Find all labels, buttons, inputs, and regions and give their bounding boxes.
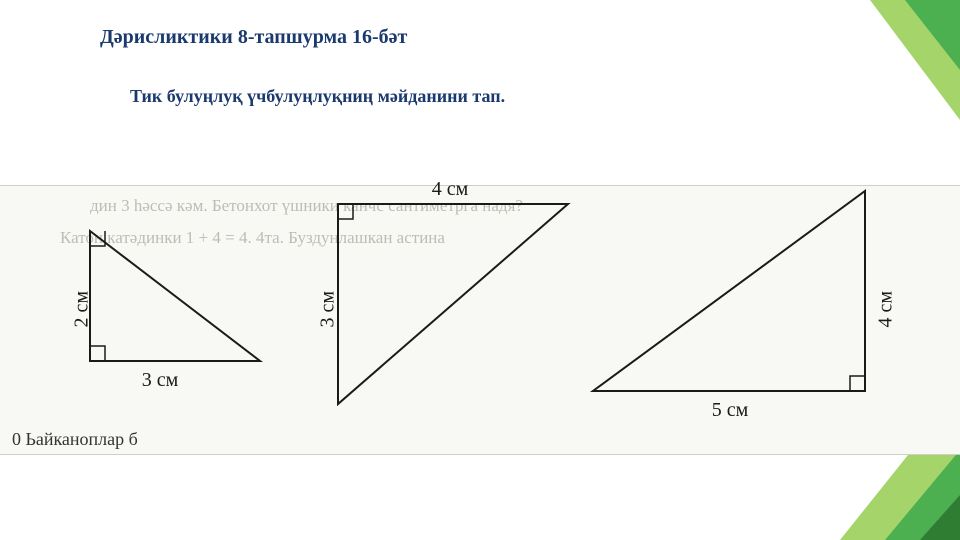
triangle-3-hlabel: 5 см [690,399,770,422]
triangle-2-vlabel: 3 см [317,268,340,328]
cutoff-text: 0 Ьайканоплар б [12,429,138,450]
triangle-2-hlabel: 4 см [410,178,490,201]
triangle-1-hlabel: 3 см [120,369,200,392]
figure-area: дин 3 һәссә кәм. Бетонхот үшники канчс с… [0,185,960,455]
task-text: Тик булуңлуқ үчбулуңлуқниң мәйданини тап… [130,86,505,107]
triangle-1-vlabel: 2 см [71,268,94,328]
triangle-1 [85,226,265,371]
triangle-3 [585,181,875,401]
triangle-3-vlabel: 4 см [875,268,898,328]
page-title: Дәрисликтики 8-тапшурма 16-бәт [100,26,407,49]
triangle-2 [330,196,575,411]
